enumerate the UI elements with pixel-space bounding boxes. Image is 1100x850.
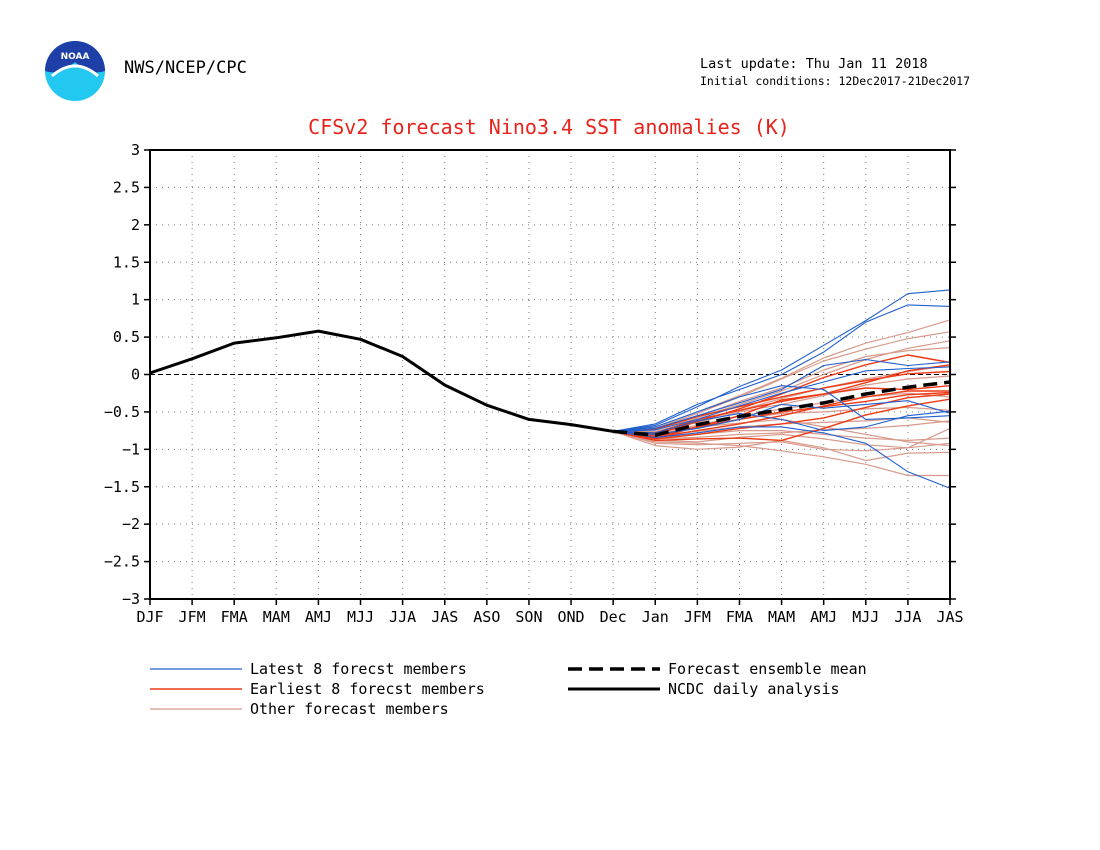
other-member-line	[613, 420, 951, 440]
latest-members-series	[613, 289, 951, 489]
earliest-member-line	[613, 370, 951, 433]
x-tick-label: OND	[558, 608, 585, 626]
x-tick-label: JJA	[894, 608, 921, 626]
earliest-member-line	[613, 354, 951, 436]
latest-member-line	[613, 400, 951, 435]
latest-member-line	[613, 385, 951, 432]
x-tick-label: FMA	[221, 608, 248, 626]
y-tick-label: 0.5	[113, 328, 140, 346]
y-tick-label: 0	[131, 366, 140, 384]
last-update-text: Last update: Thu Jan 11 2018	[700, 56, 928, 72]
x-tick-label: JAS	[431, 608, 458, 626]
other-member-line	[613, 331, 951, 432]
x-tick-label: FMA	[726, 608, 753, 626]
x-tick-label: MJJ	[852, 608, 879, 626]
chart-title: CFSv2 forecast Nino3.4 SST anomalies (K)	[308, 115, 790, 139]
x-tick-label: JAS	[936, 608, 963, 626]
other-member-line	[613, 430, 950, 477]
y-tick-label: −0.5	[104, 403, 140, 421]
x-tick-label: MJJ	[347, 608, 374, 626]
latest-member-line	[613, 304, 951, 432]
x-tick-label: AMJ	[305, 608, 332, 626]
x-tick-label: Jan	[642, 608, 669, 626]
x-tick-label: JFM	[179, 608, 206, 626]
noaa-logo-icon: NOAA	[45, 41, 105, 101]
x-tick-label: SON	[515, 608, 542, 626]
y-tick-label: −3	[122, 590, 140, 608]
x-tick-label: MAM	[768, 608, 795, 626]
initial-conditions-text: Initial conditions: 12Dec2017-21Dec2017	[700, 74, 971, 88]
y-tick-label: 1.5	[113, 253, 140, 271]
legend-label-other: Other forecast members	[250, 700, 449, 718]
legend: Latest 8 forecst members Earliest 8 forec…	[150, 660, 867, 718]
y-tick-label: −1	[122, 440, 140, 458]
x-tick-label: MAM	[263, 608, 290, 626]
earliest-member-line	[613, 391, 951, 439]
x-tick-label: ASO	[473, 608, 500, 626]
y-axis-ticks: 3 2.5 2 1.5 1 0.5 0 −0.5 −1 −1.5 −2 −2.5 −3	[104, 141, 956, 608]
other-member-line	[613, 427, 951, 452]
earliest-member-line	[613, 393, 951, 440]
earliest-member-line	[613, 398, 951, 442]
legend-label-mean: Forecast ensemble mean	[668, 660, 867, 678]
latest-member-line	[613, 366, 951, 432]
analysis-series	[149, 329, 614, 433]
legend-label-earliest: Earliest 8 forecst members	[250, 680, 485, 698]
legend-label-latest: Latest 8 forecst members	[250, 660, 467, 678]
agency-label: NWS/NCEP/CPC	[124, 58, 247, 78]
y-tick-label: 3	[131, 141, 140, 159]
latest-member-line	[613, 410, 951, 434]
x-tick-label: Dec	[600, 608, 627, 626]
y-tick-label: 2.5	[113, 178, 140, 196]
latest-member-line	[613, 289, 951, 432]
y-tick-label: −2	[122, 515, 140, 533]
legend-label-analysis: NCDC daily analysis	[668, 680, 840, 698]
analysis-line	[149, 329, 614, 433]
latest-member-line	[613, 358, 951, 432]
earliest-member-line	[613, 390, 950, 439]
y-tick-label: 2	[131, 216, 140, 234]
noaa-logo-text: NOAA	[61, 52, 90, 62]
other-member-line	[613, 430, 951, 449]
ensemble-mean-series	[613, 380, 951, 437]
ensemble-mean-line	[613, 380, 951, 437]
x-tick-label: JJA	[389, 608, 416, 626]
y-tick-label: −1.5	[104, 478, 140, 496]
x-axis-ticks: DJF JFM FMA MAM AMJ MJJ JJA JAS ASO SON OND Dec Jan J…	[136, 599, 964, 626]
y-tick-label: −2.5	[104, 553, 140, 571]
y-tick-label: 1	[131, 291, 140, 309]
x-tick-label: DJF	[136, 608, 163, 626]
x-tick-label: JFM	[684, 608, 711, 626]
latest-member-line	[613, 426, 951, 489]
other-members-series	[613, 319, 951, 477]
x-tick-label: AMJ	[810, 608, 837, 626]
